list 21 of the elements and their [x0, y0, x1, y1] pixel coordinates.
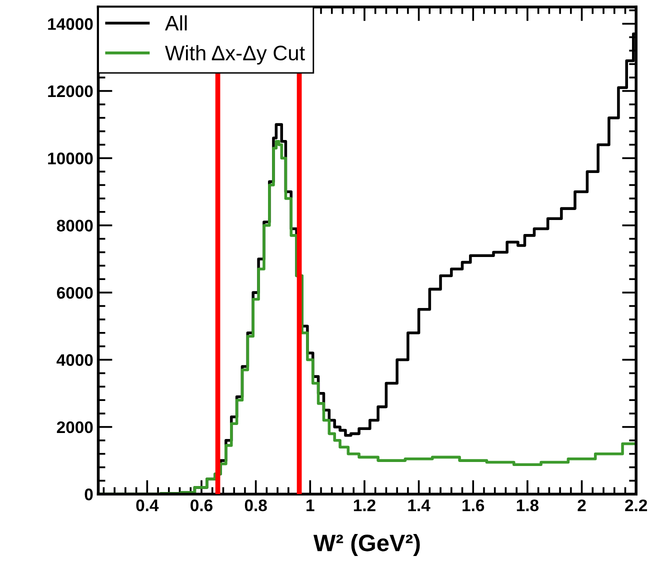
y-tick-label: 8000: [56, 220, 93, 232]
y-tick-label: 2000: [56, 421, 93, 434]
x-tick-label: 2.2: [625, 499, 648, 512]
legend-label: With Δx-Δy Cut: [165, 45, 305, 65]
x-tick-label: 1.6: [462, 499, 484, 512]
x-tick-label: 1: [306, 500, 314, 512]
y-tick-label: 12000: [48, 85, 93, 98]
x-axis-title: W² (GeV²): [313, 534, 420, 556]
x-tick-label: 1.2: [354, 499, 376, 512]
x-tick-label: 0.8: [244, 499, 267, 512]
y-tick-label: 0: [84, 488, 93, 500]
y-tick-label: 6000: [56, 286, 93, 299]
y-tick-label: 4000: [56, 354, 93, 366]
y-tick-label: 14000: [48, 18, 93, 30]
y-tick-label: 10000: [48, 152, 93, 164]
x-tick-label: 0.6: [190, 499, 212, 512]
x-tick-label: 1.8: [516, 499, 539, 512]
x-tick-label: 0.4: [136, 499, 159, 512]
x-tick-label: 1.4: [408, 500, 430, 512]
x-tick-label: 2: [578, 499, 586, 512]
legend-label: All: [164, 15, 187, 30]
